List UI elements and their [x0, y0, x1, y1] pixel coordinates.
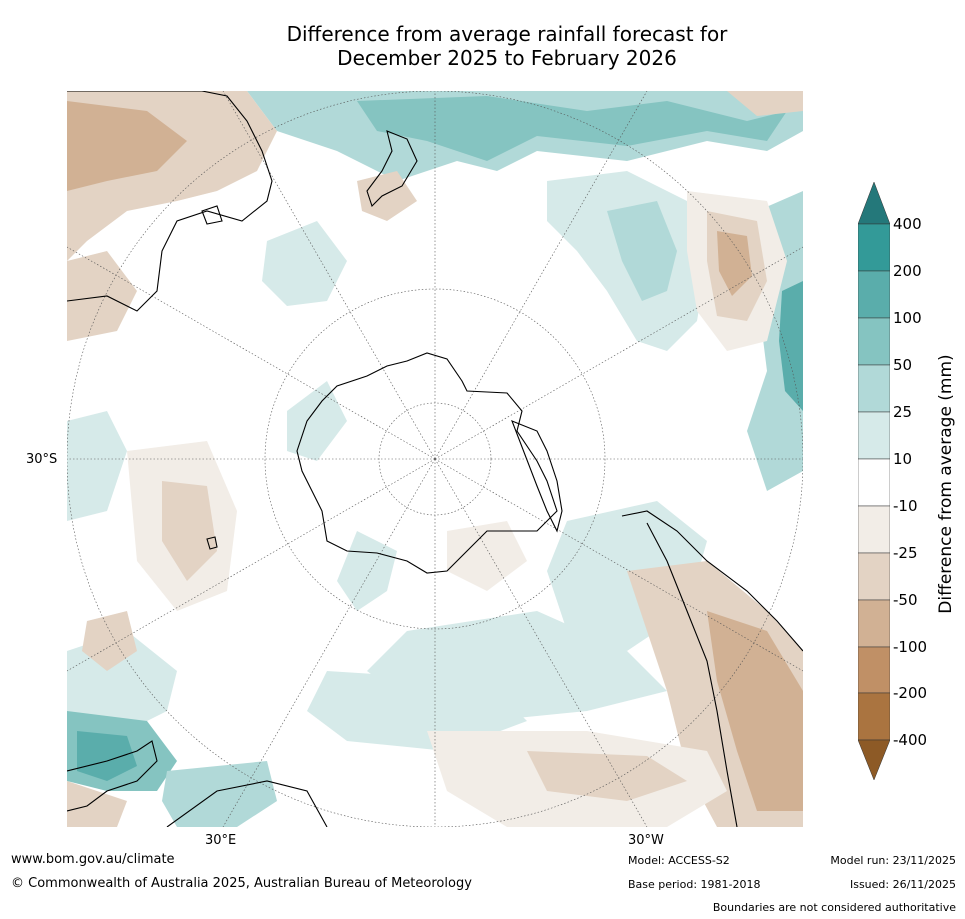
colorbar-50-100 [858, 317, 890, 366]
colorbar [858, 182, 890, 781]
dry-region-madagascar-sea [82, 611, 137, 671]
wet-region-africa-east-core [77, 731, 137, 781]
rainfall-map[interactable] [67, 91, 803, 827]
meridian-30e [222, 458, 436, 827]
colorbar-title: Difference from average (mm) [936, 354, 956, 614]
wet-region-east-pacific-inner [607, 201, 677, 301]
dry-region-weddell [447, 521, 527, 591]
south-america-coastline [621, 510, 803, 827]
disclaimer-text: Boundaries are not considered authoritat… [712, 901, 956, 914]
dry-region-australia-core [67, 101, 187, 191]
colorbar-tick-m400: -400 [893, 731, 928, 749]
meridian-30w [434, 458, 648, 827]
dry-region-south-atlantic-core [527, 751, 687, 801]
colorbar-tick-25: 25 [893, 403, 913, 421]
map-canvas [67, 91, 803, 827]
colorbar-m200-m400 [858, 692, 890, 741]
antarctica-coastline [296, 352, 558, 574]
colorbar-tick-100: 100 [893, 309, 922, 327]
copyright-text: © Commonwealth of Australia 2025, Austra… [11, 876, 472, 891]
colorbar-tick-400: 400 [893, 215, 922, 233]
tasmania-coastline [201, 205, 223, 225]
title-line-2: December 2025 to February 2026 [337, 46, 677, 70]
wet-region-antarctic-east [337, 531, 397, 611]
drier-regions [67, 91, 803, 827]
lon-label-30e: 30°E [205, 833, 237, 848]
latitude-circle-60s [264, 288, 606, 630]
issued-text: Issued: 26/11/2025 [849, 878, 956, 891]
dry-region-south-america-core [707, 611, 803, 811]
dry-region-top-right [727, 91, 803, 116]
colorbar-tick-m25: -25 [893, 544, 918, 562]
dry-region-indian-central-core [162, 481, 217, 581]
colorbar-tick-m200: -200 [893, 684, 928, 702]
meridian-60w [434, 458, 803, 672]
colorbar-m100-m200 [858, 646, 890, 694]
wet-region-mid-indian [262, 221, 347, 306]
model-run-text: Model run: 23/11/2025 [830, 854, 956, 867]
base-period-text: Base period: 1981-2018 [628, 878, 761, 891]
colorbar-10-25 [858, 411, 890, 460]
colorbar-tick-10: 10 [893, 450, 913, 468]
dry-region-west-australia [67, 251, 137, 341]
title-line-1: Difference from average rainfall forecas… [286, 22, 728, 46]
lat-label-30s: 30°S [26, 452, 58, 467]
colorbar-m25-m50 [858, 552, 890, 601]
africa-coastline [67, 740, 328, 827]
meridian-120w [434, 246, 803, 460]
dry-region-east-pacific-deep [717, 231, 752, 296]
chart-title: Difference from average rainfall forecas… [67, 22, 947, 70]
antarctic-peninsula [511, 420, 563, 533]
coastlines [67, 91, 803, 827]
lon-label-30w: 30°W [628, 833, 664, 848]
colorbar-tick-m50: -50 [893, 591, 918, 609]
colorbar-tick-200: 200 [893, 262, 922, 280]
meridian-120e [67, 246, 436, 460]
wet-region-africa-south [162, 761, 277, 827]
wet-region-far-east-core [779, 281, 803, 411]
australia-coastline [67, 91, 273, 312]
colorbar-m50-m100 [858, 599, 890, 648]
new-zealand-coastline [366, 130, 418, 208]
graticule [67, 91, 803, 827]
meridian-150w [434, 91, 648, 460]
dry-region-nz [357, 171, 417, 221]
colorbar-tick-m10: -10 [893, 497, 918, 515]
wet-region-antarctic-coast [287, 381, 347, 461]
colorbar-200-400 [858, 223, 890, 272]
colorbar-25-50 [858, 364, 890, 413]
colorbar-tick-50: 50 [893, 356, 913, 374]
madagascar-coastline [206, 536, 218, 550]
model-text: Model: ACCESS-S2 [628, 854, 730, 867]
wet-region-pacific-core [357, 96, 787, 161]
meridian-150e [222, 91, 436, 460]
meridian-60e [67, 458, 436, 672]
colorbar-under-arrow [858, 739, 890, 781]
wet-region-west-indian [67, 411, 127, 521]
colorbar-100-200 [858, 270, 890, 319]
colorbar-neutral [858, 458, 890, 507]
website-link[interactable]: www.bom.gov.au/climate [11, 852, 175, 867]
colorbar-m10-m25 [858, 505, 890, 554]
colorbar-over-arrow [858, 182, 890, 225]
dry-region-africa-south-east [67, 781, 127, 827]
colorbar-tick-m100: -100 [893, 638, 928, 656]
